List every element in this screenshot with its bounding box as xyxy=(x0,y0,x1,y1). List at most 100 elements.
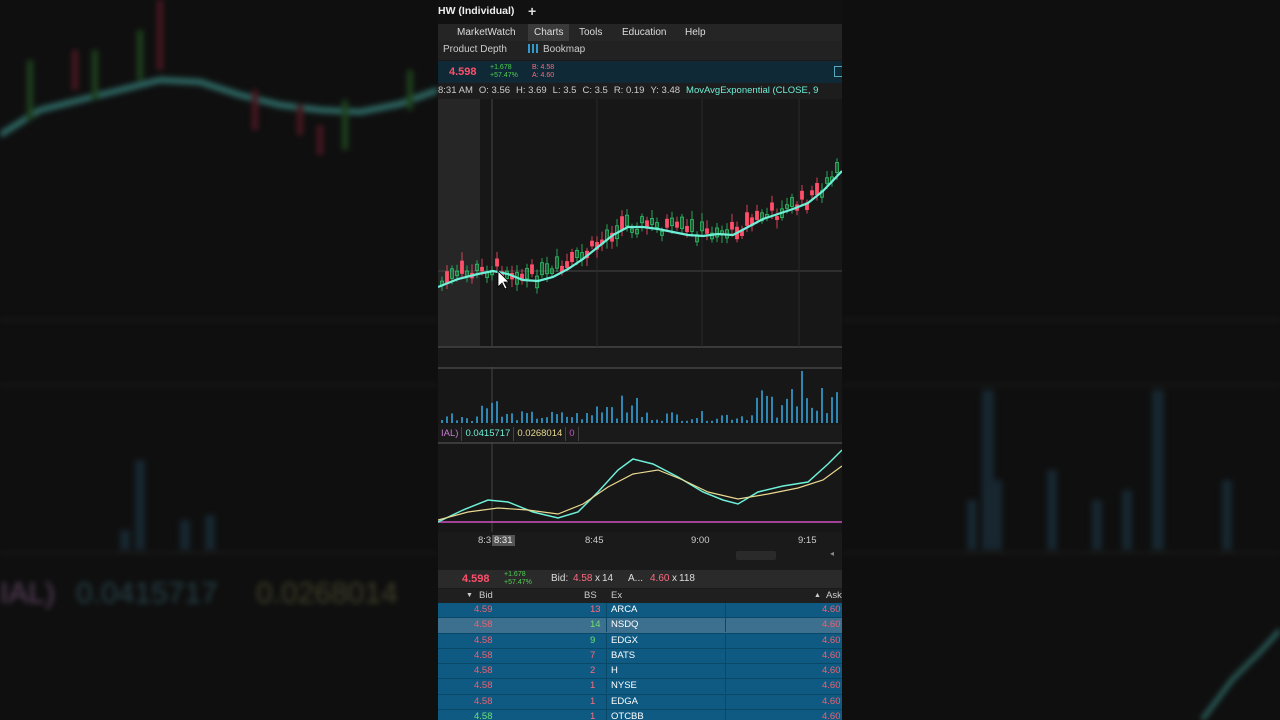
volume-bar xyxy=(751,415,753,423)
book-bid-size: 13 xyxy=(590,604,601,615)
background-macd-value: 0.0415717 xyxy=(76,577,218,610)
at-bid-size: 14 xyxy=(602,573,614,584)
study-label-ema[interactable]: MovAvgExponential (CLOSE, 9 xyxy=(686,85,819,96)
menu-item-help[interactable]: Help xyxy=(685,27,706,38)
volume-bar xyxy=(756,397,758,423)
volume-bar xyxy=(816,410,818,423)
book-bid: 4.58 xyxy=(474,634,493,646)
submenu-product-depth[interactable]: Product Depth xyxy=(443,44,507,55)
chart-ohlc-header: 8:31 AM O: 3.56 H: 3.69 L: 3.5 C: 3.5 R: 0.19… xyxy=(438,83,842,99)
book-row[interactable]: 4.58 1 NYSE 4.60 xyxy=(438,679,842,695)
price-chart[interactable] xyxy=(438,99,842,349)
candle xyxy=(640,216,644,224)
macd-study-label[interactable]: IAL) xyxy=(438,427,463,441)
volume-bar xyxy=(441,419,443,423)
volume-bar xyxy=(666,413,668,423)
candle xyxy=(785,204,789,209)
volume-chart[interactable] xyxy=(438,367,842,425)
volume-bar xyxy=(631,405,633,423)
scroll-right-icon[interactable]: ◂ xyxy=(830,549,835,558)
candle xyxy=(530,264,534,275)
volume-bar xyxy=(491,402,493,423)
macd-chart[interactable] xyxy=(438,442,842,532)
volume-bar xyxy=(551,411,553,423)
time-tick-845: 8:45 xyxy=(585,535,604,546)
candle xyxy=(825,177,829,184)
book-row[interactable]: 4.58 14 NSDQ 4.60 xyxy=(438,618,842,634)
percent-change: +57.47% xyxy=(490,72,518,79)
book-row[interactable]: 4.58 9 EDGX 4.60 xyxy=(438,633,842,649)
menu-item-marketwatch[interactable]: MarketWatch xyxy=(457,27,516,38)
volume-bar xyxy=(486,408,488,423)
book-bid-size: 1 xyxy=(590,711,596,720)
at-bid-x: x xyxy=(595,573,600,584)
candle xyxy=(545,263,549,275)
candle xyxy=(630,228,634,233)
col-header-bid[interactable]: Bid xyxy=(479,590,493,601)
volume-bar xyxy=(606,407,608,423)
mouse-cursor-icon xyxy=(497,270,510,290)
candle xyxy=(675,221,679,228)
menu-item-charts[interactable]: Charts xyxy=(528,24,570,41)
candle xyxy=(635,228,639,235)
book-row[interactable]: 4.58 1 OTCBB 4.60 xyxy=(438,710,842,720)
volume-bar xyxy=(686,420,688,423)
panel-toggle-icon[interactable] xyxy=(834,66,842,77)
volume-bar xyxy=(736,418,738,423)
volume-bar xyxy=(811,407,813,423)
volume-bar xyxy=(591,415,593,423)
volume-bar xyxy=(501,416,503,423)
add-tab-icon[interactable]: + xyxy=(528,3,537,19)
book-row[interactable]: 4.58 7 BATS 4.60 xyxy=(438,648,842,665)
book-bid-size: 2 xyxy=(590,665,596,677)
book-row[interactable]: 4.58 1 EDGA 4.60 xyxy=(438,694,842,711)
volume-bar xyxy=(776,417,778,423)
volume-bar xyxy=(446,416,448,423)
submenu-bookmap[interactable]: Bookmap xyxy=(528,44,585,55)
chart-scrollbar[interactable] xyxy=(736,551,776,560)
volume-bar xyxy=(806,398,808,423)
candle xyxy=(665,218,669,228)
cursor-time-label: 8:31 xyxy=(492,535,515,546)
candle xyxy=(815,183,819,195)
sort-desc-icon[interactable]: ▼ xyxy=(466,592,473,599)
sort-asc-icon[interactable]: ▲ xyxy=(814,592,821,599)
volume-bar xyxy=(826,413,828,423)
book-bid: 4.58 xyxy=(474,695,493,707)
volume-bar xyxy=(511,413,513,423)
bar-y: Y: 3.48 xyxy=(650,85,681,96)
bar-range: R: 0.19 xyxy=(613,85,645,96)
volume-bar xyxy=(836,392,838,423)
menu-item-tools[interactable]: Tools xyxy=(579,27,603,38)
book-ask: 4.60 xyxy=(822,604,841,615)
volume-bar xyxy=(721,415,723,423)
col-header-ask[interactable]: Ask xyxy=(826,590,842,601)
col-header-ex[interactable]: Ex xyxy=(611,590,623,601)
menu-item-education[interactable]: Education xyxy=(622,27,667,38)
book-row[interactable]: 4.58 2 H 4.60 xyxy=(438,664,842,680)
candle xyxy=(450,268,454,279)
volume-bar xyxy=(671,412,673,423)
volume-bar xyxy=(506,413,508,423)
macd-avg: 0.0268014 xyxy=(514,427,567,441)
book-bid: 4.58 xyxy=(474,680,493,692)
book-bid: 4.58 xyxy=(474,619,493,631)
time-tick-first: 8:3 xyxy=(478,535,492,546)
candle xyxy=(790,197,794,207)
volume-bar xyxy=(641,417,643,423)
level2-header: ▼ Bid BS Ex ▲ Ask xyxy=(438,589,842,603)
level2-book: 4.59 13 ARCA 4.60 4.58 14 NSDQ 4.60 4.58 9 EDGX 4… xyxy=(438,603,842,720)
book-row[interactable]: 4.59 13 ARCA 4.60 xyxy=(438,603,842,619)
quote-bid: B: 4.58 xyxy=(532,64,555,71)
volume-bar xyxy=(696,418,698,423)
account-tab-title[interactable]: HW (Individual) xyxy=(438,5,515,17)
candle xyxy=(550,268,554,274)
volume-bar xyxy=(716,418,718,423)
at-ask-x: x xyxy=(672,573,677,584)
volume-bar xyxy=(656,419,658,423)
background-macd-avg: 0.0268014 xyxy=(256,577,398,610)
volume-bar xyxy=(541,417,543,423)
volume-bar xyxy=(741,416,743,423)
col-header-bs[interactable]: BS xyxy=(584,590,597,601)
volume-bar xyxy=(616,418,618,423)
